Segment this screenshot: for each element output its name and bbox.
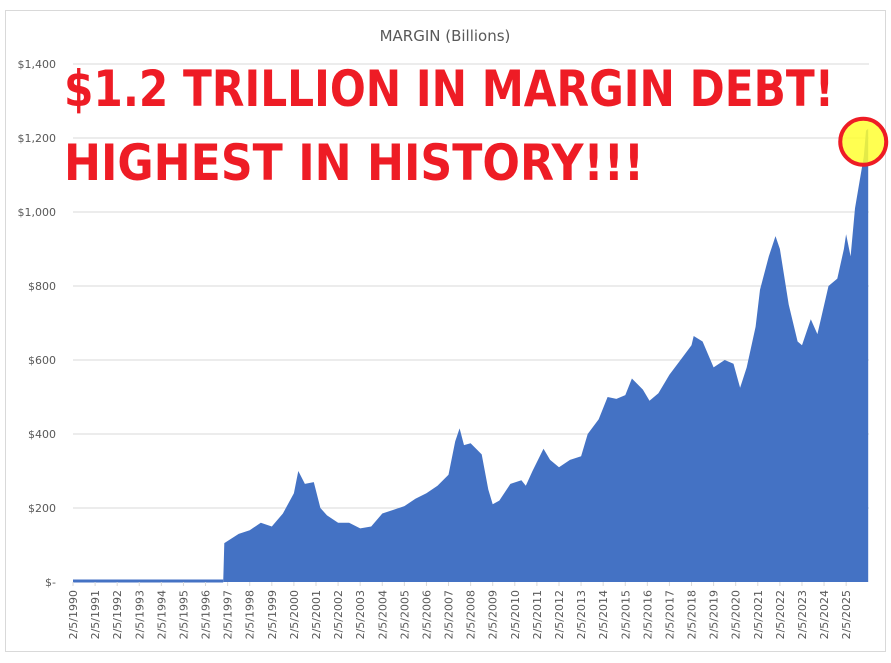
x-tick-label: 2/5/2007	[443, 590, 456, 639]
x-tick-label: 2/5/1992	[111, 590, 124, 639]
y-tick-label: $400	[28, 428, 56, 441]
x-tick-label: 2/5/2022	[774, 590, 787, 639]
x-tick-label: 2/5/1998	[244, 590, 257, 639]
y-tick-label: $1,400	[18, 58, 57, 71]
x-tick-label: 2/5/2021	[752, 590, 765, 639]
x-tick-label: 2/5/2000	[288, 590, 301, 639]
x-tick-label: 2/5/2008	[465, 590, 478, 639]
x-tick-label: 2/5/1990	[67, 590, 80, 639]
x-tick-label: 2/5/1995	[177, 590, 190, 639]
y-tick-label: $1,200	[18, 132, 57, 145]
x-tick-label: 2/5/2012	[553, 590, 566, 639]
y-tick-label: $600	[28, 354, 56, 367]
y-tick-label: $1,000	[18, 206, 57, 219]
x-tick-label: 2/5/2011	[531, 590, 544, 639]
x-tick-label: 2/5/2003	[354, 590, 367, 639]
x-tick-label: 2/5/2017	[663, 590, 676, 639]
x-tick-label: 2/5/2014	[597, 590, 610, 639]
x-tick-label: 2/5/1993	[133, 590, 146, 639]
x-tick-label: 2/5/2006	[420, 590, 433, 639]
headline-line-2: HIGHEST IN HISTORY!!!	[64, 134, 644, 192]
y-tick-label: $800	[28, 280, 56, 293]
x-tick-label: 2/5/2016	[641, 590, 654, 639]
x-tick-label: 2/5/2024	[818, 590, 831, 639]
x-tick-label: 2/5/2005	[398, 590, 411, 639]
x-tick-label: 2/5/1994	[155, 590, 168, 639]
x-tick-label: 2/5/2020	[730, 590, 743, 639]
x-tick-label: 2/5/2009	[487, 590, 500, 639]
x-tick-label: 2/5/2025	[840, 590, 853, 639]
margin-series-area	[73, 128, 869, 583]
x-tick-label: 2/5/2019	[708, 590, 721, 639]
x-tick-label: 2/5/2002	[332, 590, 345, 639]
y-axis: $- $200 $400 $600 $800 $1,000 $1,200 $1,400	[18, 58, 57, 589]
x-tick-label: 2/5/1999	[266, 590, 279, 639]
y-tick-label: $200	[28, 502, 56, 515]
headline-line-1: $1.2 TRILLION IN MARGIN DEBT!	[64, 60, 834, 118]
y-tick-label: $-	[45, 576, 56, 589]
peak-highlight-circle	[838, 116, 889, 167]
x-tick-label: 2/5/1997	[222, 590, 235, 639]
x-tick-label: 2/5/2010	[509, 590, 522, 639]
x-tick-label: 2/5/2015	[619, 590, 632, 639]
x-tick-label: 2/5/1996	[200, 590, 213, 639]
x-tick-label: 2/5/2001	[310, 590, 323, 639]
chart-title: MARGIN (Billions)	[380, 27, 511, 45]
x-tick-label: 2/5/2013	[575, 590, 588, 639]
x-tick-label: 2/5/2004	[376, 590, 389, 639]
x-tick-label: 2/5/2023	[796, 590, 809, 639]
x-tick-label: 2/5/1991	[89, 590, 102, 639]
x-axis: 2/5/1990 2/5/1991 2/5/1992 2/5/1993 2/5/1994…	[67, 582, 853, 639]
x-tick-label: 2/5/2018	[686, 590, 699, 639]
